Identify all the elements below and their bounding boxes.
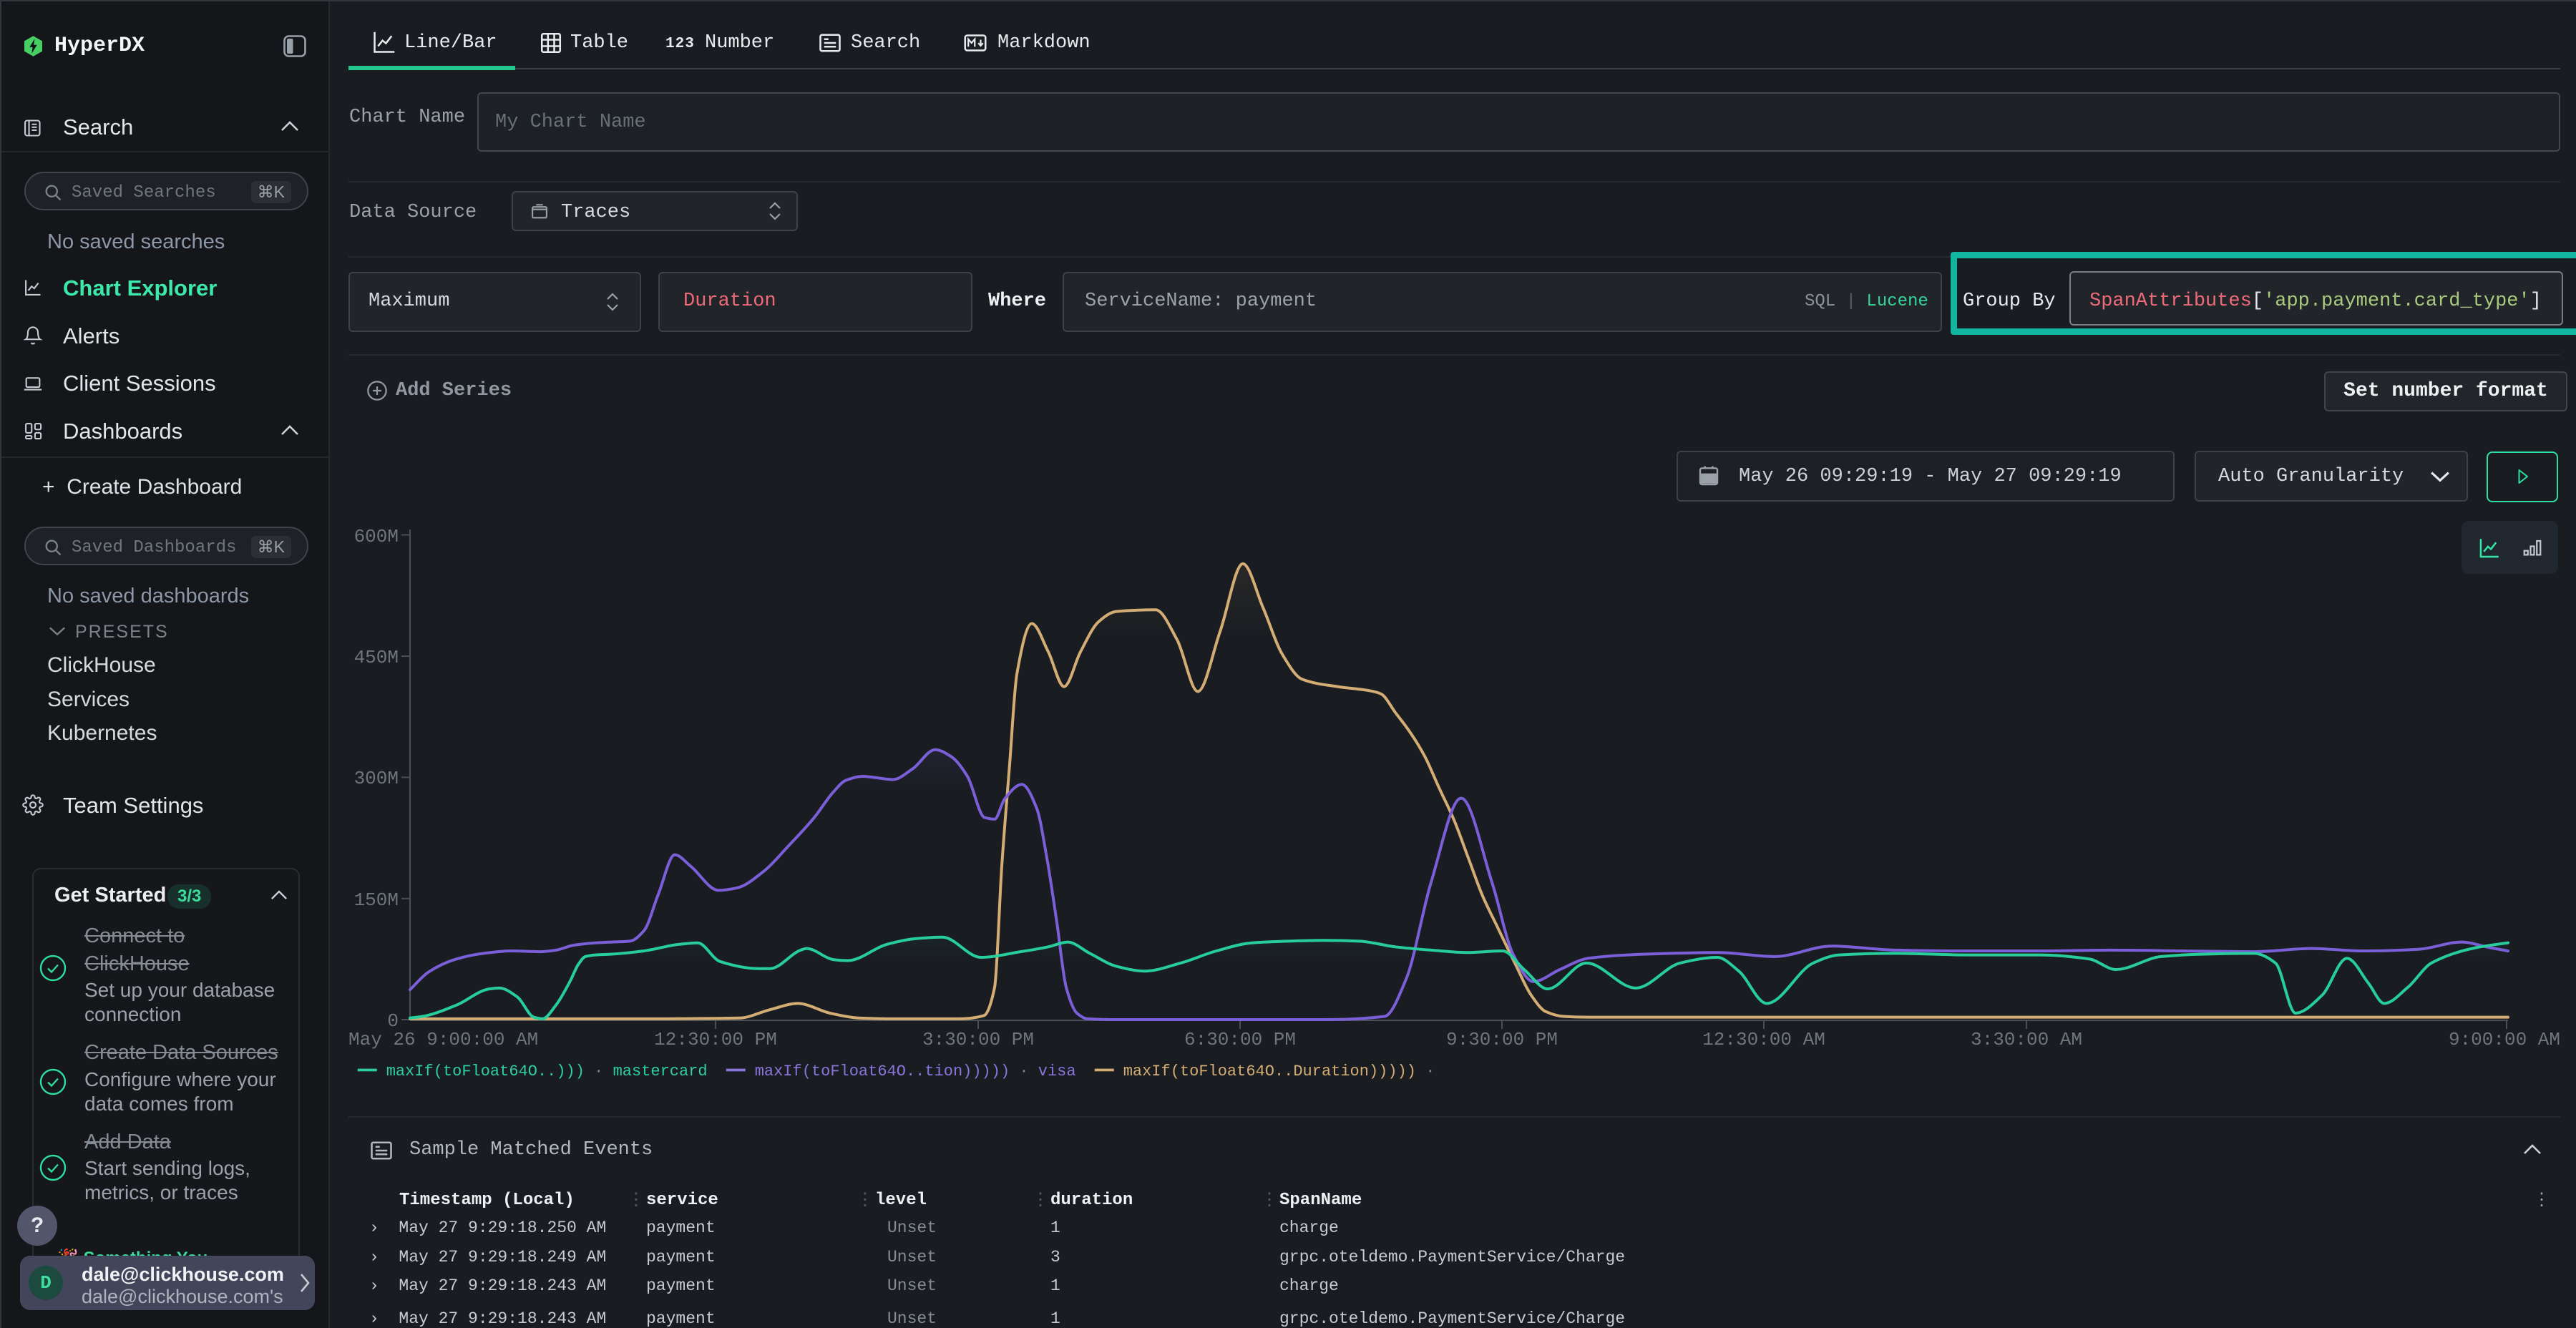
svg-text:12:30:00 AM: 12:30:00 AM [1702,1029,1825,1050]
svg-text:150M: 150M [354,889,399,911]
svg-text:12:30:00 PM: 12:30:00 PM [654,1029,777,1050]
svg-text:6:30:00 PM: 6:30:00 PM [1184,1029,1296,1050]
svg-text:450M: 450M [354,647,399,668]
svg-text:300M: 300M [354,768,399,789]
svg-text:9:30:00 PM: 9:30:00 PM [1446,1029,1558,1050]
svg-text:3:30:00 AM: 3:30:00 AM [1971,1029,2082,1050]
svg-text:3:30:00 PM: 3:30:00 PM [922,1029,1034,1050]
svg-text:600M: 600M [354,526,399,547]
svg-text:9:00:00 AM: 9:00:00 AM [2449,1029,2560,1050]
svg-text:0: 0 [387,1010,399,1032]
svg-text:May 26 9:00:00 AM: May 26 9:00:00 AM [348,1029,538,1050]
